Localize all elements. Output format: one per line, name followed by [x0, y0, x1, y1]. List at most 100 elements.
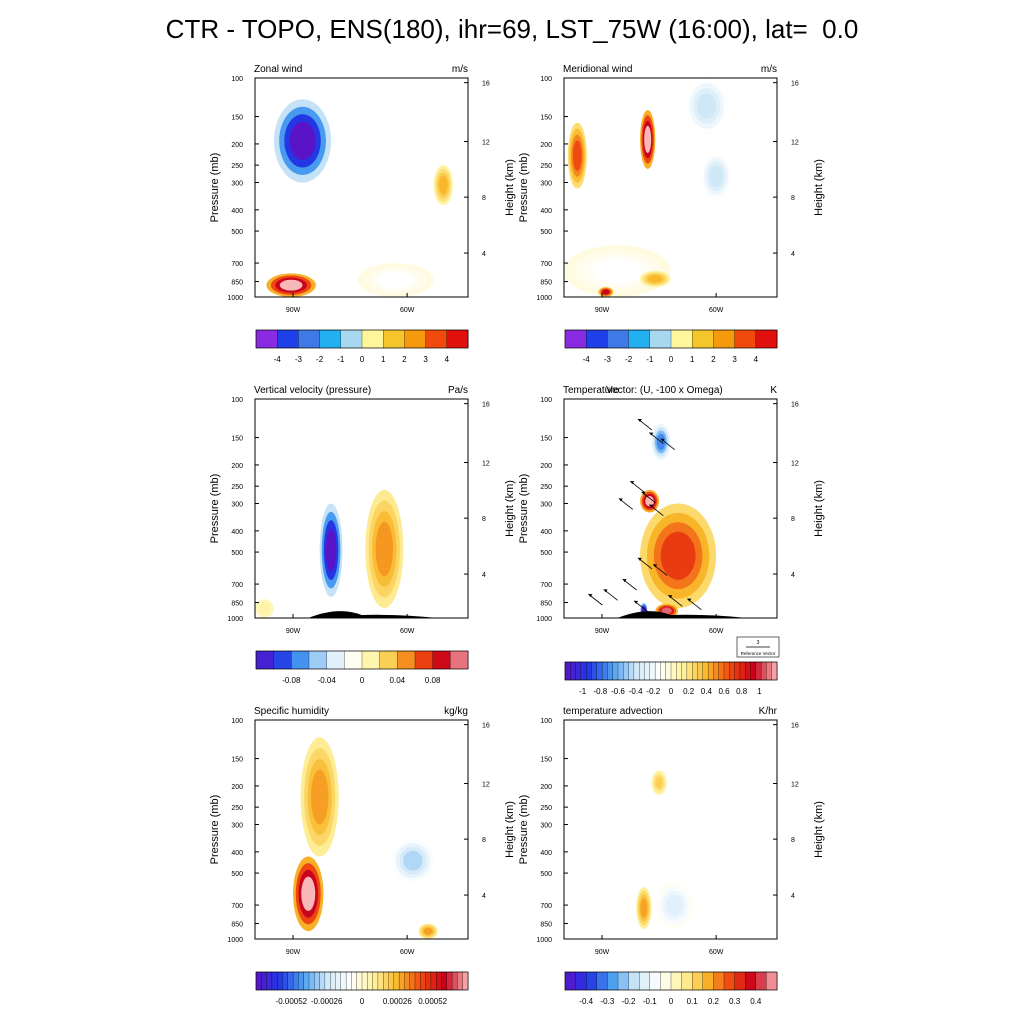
plot-area [293, 737, 438, 939]
colorbar-box [607, 329, 630, 349]
colorbar-box [692, 971, 704, 991]
colorbar-box [649, 661, 656, 681]
y2-tick-label: 12 [482, 461, 490, 468]
y-tick-label: 100 [231, 76, 243, 83]
contour-region [602, 289, 610, 295]
colorbar-box [681, 661, 688, 681]
colorbar-box [697, 661, 704, 681]
wind-vector-head [649, 504, 654, 508]
y2-tick-label: 8 [482, 837, 486, 844]
y-tick-label: 150 [540, 115, 552, 122]
y-tick-label: 250 [540, 163, 552, 170]
colorbar-label: -0.00052 [276, 997, 308, 1006]
colorbar-box [628, 971, 640, 991]
colorbar-box [340, 971, 347, 991]
colorbar-label: -0.2 [622, 997, 636, 1006]
colorbar-box [734, 661, 741, 681]
colorbar-label: -2 [625, 355, 633, 364]
y2-tick-label: 8 [791, 837, 795, 844]
y2-axis-label: Height (km) [813, 159, 825, 216]
contour-region [660, 531, 696, 580]
wind-vector-head [637, 557, 642, 561]
panel-6: temperature advection K/hr 100 150 200 250 300… [518, 706, 825, 1006]
y-tick-label: 200 [231, 463, 243, 470]
colorbar: -0.08 -0.04 0 0.04 0.08 [255, 650, 469, 685]
colorbar-label: 4 [754, 355, 759, 364]
y-tick-label: 200 [540, 463, 552, 470]
colorbar-box [713, 329, 736, 349]
y-axis-label: Pressure (mb) [209, 474, 221, 544]
colorbar-box [425, 971, 432, 991]
y2-axis-label: Height (km) [504, 480, 516, 537]
plot-frame [563, 719, 778, 940]
x-tick-label: 60W [709, 949, 724, 956]
colorbar-box [601, 661, 608, 681]
y2-tick-label: 4 [791, 893, 795, 900]
panel-title: temperature advection [563, 706, 663, 717]
colorbar-box [303, 971, 310, 991]
y2-tick-label: 16 [791, 723, 799, 730]
contour-region [279, 279, 303, 291]
y-tick-label: 500 [540, 229, 552, 236]
contour-region [645, 496, 654, 507]
y-tick-label: 250 [540, 805, 552, 812]
y-tick-label: 100 [231, 718, 243, 725]
colorbar-label: 0 [360, 355, 365, 364]
contour-region [375, 521, 394, 577]
colorbar-box [755, 329, 778, 349]
colorbar-label: -0.04 [318, 676, 337, 685]
plot-frame [254, 398, 469, 619]
contour-region [438, 175, 448, 195]
panel-1: Zonal wind m/s 100 150 200 250 300 400 500 700 850… [209, 64, 516, 364]
panel-units: kg/kg [444, 706, 468, 717]
colorbar-box [649, 971, 661, 991]
y-axis-label: Pressure (mb) [518, 153, 530, 223]
y-tick-label: 1000 [227, 937, 243, 944]
y2-tick-label: 8 [791, 516, 795, 523]
colorbar-box [282, 971, 289, 991]
colorbar-box [670, 329, 693, 349]
reference-vector-label: Reference Vector [741, 651, 776, 656]
colorbar-box [607, 661, 614, 681]
colorbar-label: -1 [337, 355, 345, 364]
colorbar-box [326, 650, 345, 670]
contour-region [325, 528, 337, 572]
y-tick-label: 300 [540, 501, 552, 508]
contour-region [644, 125, 652, 153]
y2-tick-label: 4 [791, 251, 795, 258]
colorbar-box [404, 971, 411, 991]
y2-tick-label: 16 [482, 402, 490, 409]
y-tick-label: 100 [540, 76, 552, 83]
colorbar-label: 3 [423, 355, 428, 364]
colorbar-box [654, 661, 661, 681]
colorbar-box [436, 971, 442, 991]
colorbar-box [723, 661, 730, 681]
panel-units: K [770, 385, 777, 396]
y2-tick-label: 16 [482, 723, 490, 730]
plot-area [266, 99, 453, 297]
colorbar-box [261, 971, 268, 991]
colorbar-box [755, 971, 767, 991]
colorbar-box [292, 971, 299, 991]
reference-vector: 3 Reference Vector [736, 636, 780, 658]
x-tick-label: 90W [595, 307, 610, 314]
colorbar-box [612, 661, 619, 681]
wind-vector-head [668, 595, 673, 599]
colorbar-box [580, 661, 587, 681]
colorbar-box [575, 971, 587, 991]
wind-vector-head [653, 564, 658, 568]
y-tick-label: 150 [540, 757, 552, 764]
colorbar-box [255, 650, 275, 670]
colorbar-box [420, 971, 427, 991]
panel-2: Meridional wind m/s 100 150 200 250 300 400 500 7… [518, 64, 825, 364]
colorbar-box [745, 661, 751, 681]
y-tick-label: 400 [231, 208, 243, 215]
colorbar-box [372, 971, 379, 991]
colorbar-box [287, 971, 294, 991]
y-axis-label: Pressure (mb) [209, 153, 221, 223]
colorbar-label: 0.8 [736, 687, 748, 696]
colorbar-label: -1 [646, 355, 654, 364]
y-tick-label: 850 [540, 601, 552, 608]
colorbar-box [377, 971, 384, 991]
plot-frame [563, 77, 778, 298]
